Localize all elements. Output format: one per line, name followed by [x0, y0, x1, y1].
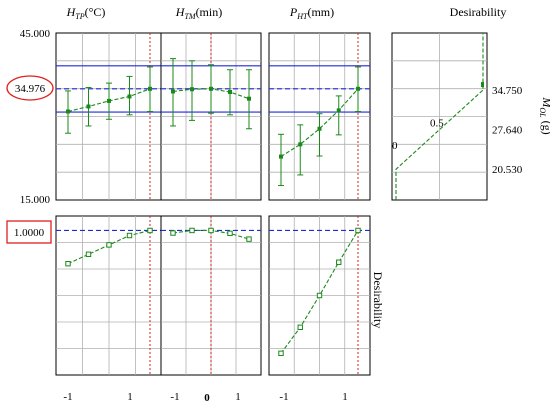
y-top-label: 45.000 [20, 28, 51, 40]
data-point [66, 109, 70, 114]
data-point [107, 98, 111, 103]
current-response-label: 34.976 [15, 83, 46, 95]
desirability-axis-label: 20.530 [492, 164, 523, 176]
data-point [85, 251, 92, 258]
data-point [171, 89, 175, 94]
panel-htm-desirability [160, 215, 262, 376]
response-axis-label: MOL (g) [538, 96, 550, 134]
data-point [65, 261, 71, 267]
data-point [208, 227, 214, 234]
x-tick: -1 [279, 391, 288, 403]
desirability-curve-label: 0 [392, 140, 398, 152]
panel-pht-desirability [268, 215, 371, 376]
data-point [147, 227, 153, 234]
data-point [317, 126, 322, 131]
header-pht: PHT(mm) [289, 5, 334, 21]
data-point [298, 142, 303, 147]
desirability-axis-label: 34.750 [492, 85, 523, 97]
data-point [279, 154, 283, 159]
data-point [246, 236, 252, 242]
panel-pht-response [268, 32, 371, 201]
x-tick: 1 [342, 391, 348, 403]
x-tick: 1 [235, 391, 241, 403]
data-point [297, 324, 303, 331]
panel-desirability-function: 34.750 27.640 20.530 0 0.5 [391, 32, 523, 201]
current-desirability-label: 1.0000 [14, 227, 45, 239]
data-point [355, 227, 361, 234]
panel-htp-desirability [55, 215, 163, 376]
panel-htm-response [160, 32, 262, 201]
data-point [356, 86, 360, 91]
current-value-highlight [6, 75, 54, 101]
current-desirability-highlight [6, 220, 52, 244]
data-point [86, 104, 91, 109]
header-desirability: Desirability [450, 5, 507, 19]
desirability-curve-label: 0.5 [430, 118, 444, 130]
header-htp: HTP(°C) [66, 5, 106, 21]
data-point [190, 87, 194, 92]
data-point [127, 94, 132, 99]
data-point [209, 86, 213, 91]
data-point [106, 242, 112, 248]
data-point [336, 259, 342, 265]
data-point [228, 90, 232, 95]
data-point [126, 232, 133, 239]
data-point [316, 292, 323, 299]
x-tick: -1 [63, 391, 72, 403]
desirability-axis-label: Desirability [371, 272, 385, 329]
x-tick: 1 [127, 391, 133, 403]
data-point [189, 227, 195, 234]
header-htm: HTM(min) [175, 5, 222, 21]
y-bottom-label: 15.000 [20, 194, 51, 206]
desirability-axis-label: 27.640 [492, 125, 523, 137]
data-point [336, 108, 341, 113]
series-line [280, 88, 359, 158]
desirability-marker [481, 82, 484, 88]
data-point [278, 350, 284, 357]
data-point [148, 86, 152, 91]
x-tick-current: 0 [204, 392, 210, 404]
x-tick: -1 [170, 391, 179, 403]
data-point [247, 96, 251, 101]
data-point [227, 230, 233, 237]
panel-htp-response [55, 32, 163, 201]
desirability-curve [395, 33, 484, 200]
data-point [170, 230, 176, 236]
